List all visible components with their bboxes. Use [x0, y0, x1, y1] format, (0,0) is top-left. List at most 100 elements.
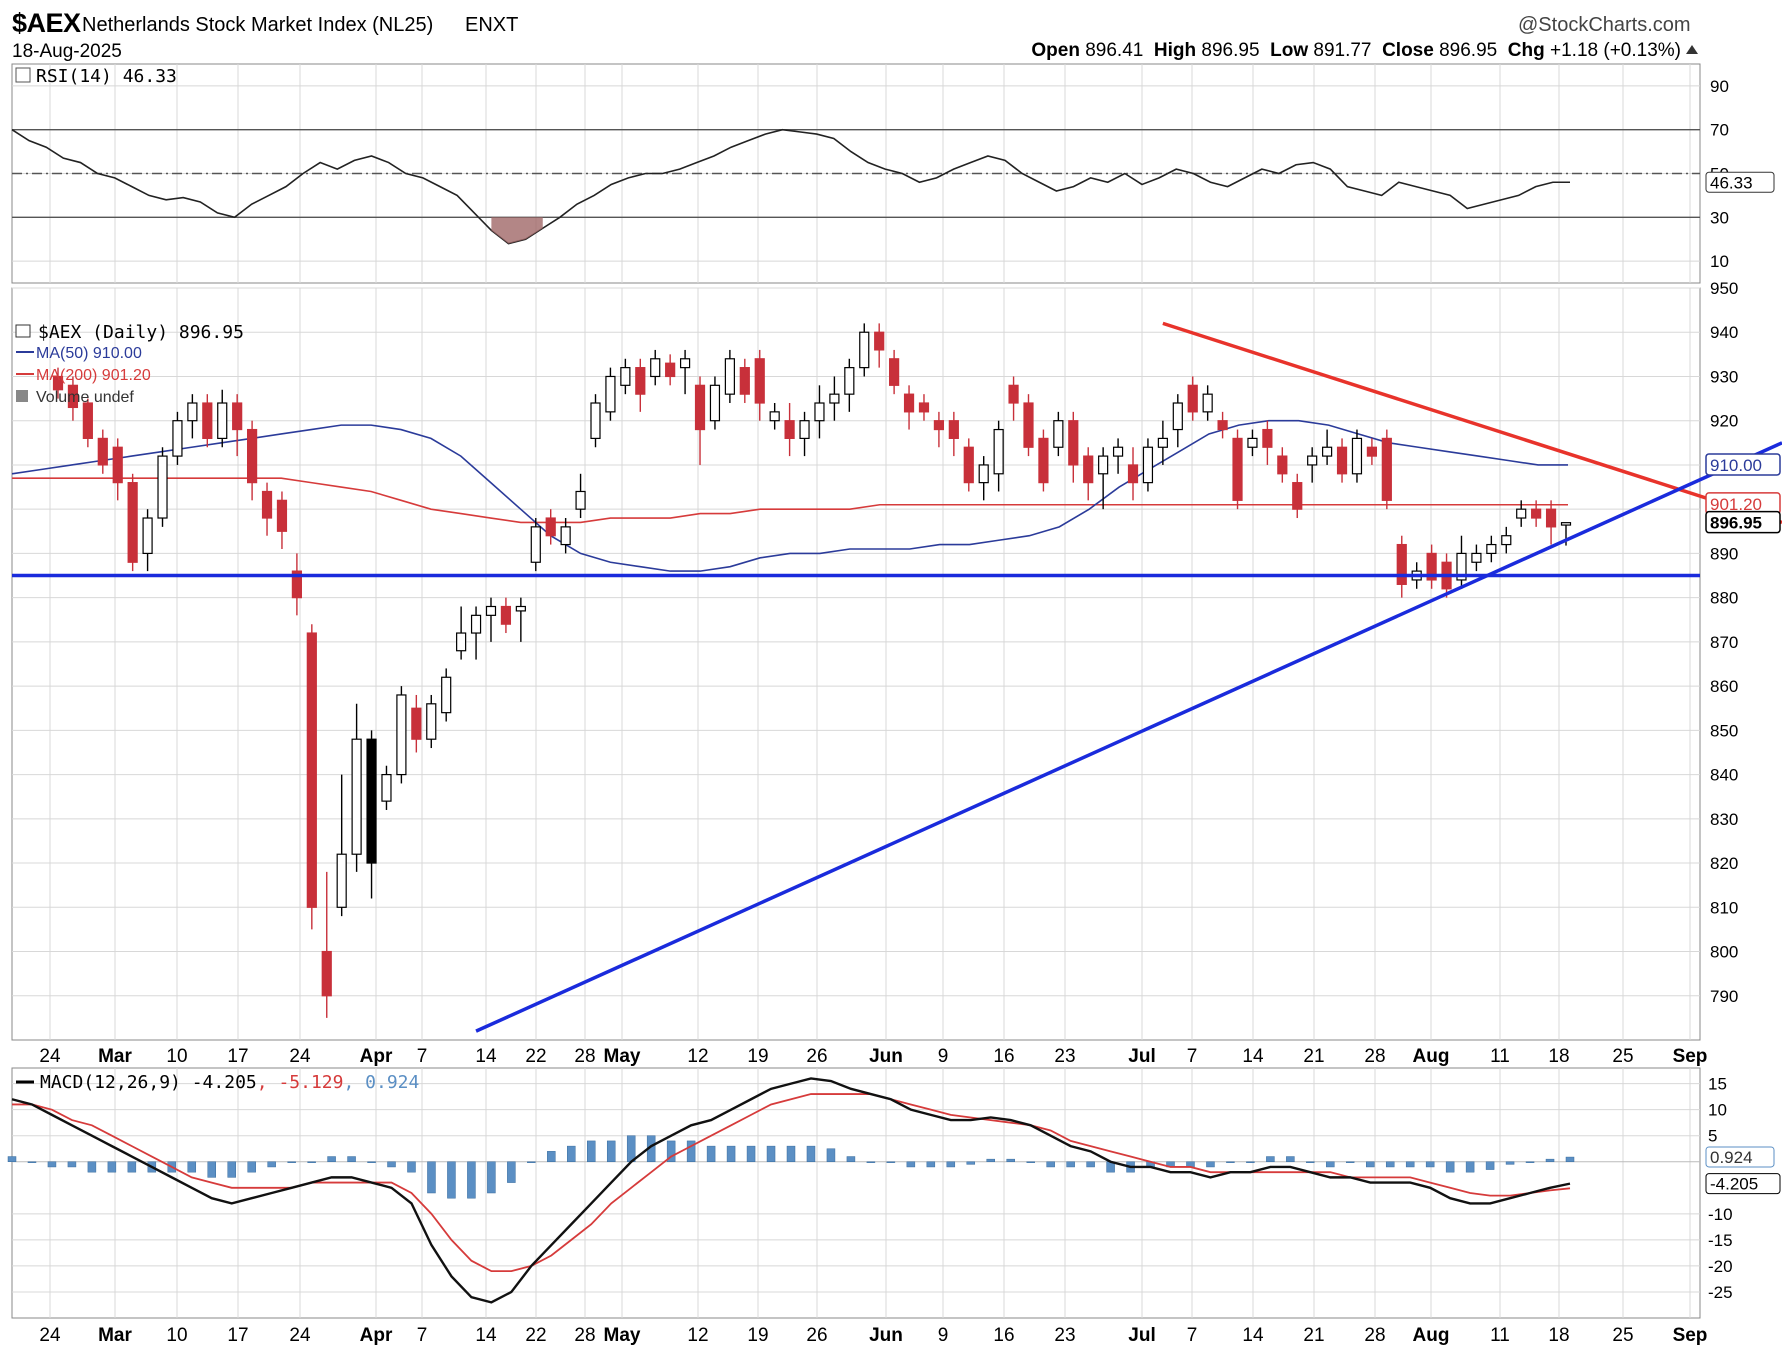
macd-histogram-bar — [367, 1161, 376, 1163]
date-axis-label-bottom: Sep — [1673, 1325, 1708, 1346]
date-axis-label-bottom: 18 — [1548, 1325, 1569, 1346]
candle-body — [679, 358, 691, 369]
rsi-line — [11, 128, 1570, 245]
candle-body — [336, 853, 347, 908]
candle-body — [127, 482, 138, 563]
candle-body — [560, 526, 571, 546]
macd-tick-label: -10 — [1708, 1205, 1733, 1224]
date-axis-label: 14 — [1242, 1046, 1264, 1067]
candle-body — [1456, 552, 1467, 581]
candle-body — [1366, 446, 1378, 457]
candle-body — [500, 605, 512, 625]
macd-histogram-bar — [1545, 1158, 1555, 1163]
candle-body — [1426, 552, 1437, 581]
macd-histogram-bar — [1366, 1161, 1375, 1168]
price-tick-label: 820 — [1710, 854, 1738, 873]
macd-histogram-bar — [187, 1161, 197, 1173]
candle-body — [769, 411, 780, 422]
macd-histogram-bar — [906, 1161, 916, 1168]
candle-body — [799, 420, 810, 439]
macd-histogram-bar — [1086, 1161, 1095, 1168]
macd-histogram-bar — [1006, 1158, 1015, 1163]
date-axis-label: 23 — [1054, 1046, 1075, 1067]
macd-histogram-bar — [826, 1148, 836, 1162]
high-value: 896.95 — [1201, 40, 1260, 61]
date-axis-label-bottom: 19 — [747, 1325, 768, 1346]
candle-body — [187, 402, 198, 422]
candle-body — [1531, 508, 1542, 519]
date-axis-label: 12 — [687, 1046, 708, 1067]
macd-histogram-bar — [407, 1161, 416, 1173]
candle-body — [1322, 446, 1333, 457]
date-axis-label-bottom: 12 — [687, 1325, 708, 1346]
candle-body — [1545, 508, 1557, 528]
date-axis-label-bottom: 9 — [938, 1325, 949, 1346]
ticker-symbol: $AEX — [12, 8, 81, 38]
price-tick-label: 890 — [1710, 544, 1738, 563]
candle-body — [261, 490, 273, 519]
candle-body — [530, 526, 541, 563]
candle-body — [97, 437, 108, 466]
rsi-legend-label: RSI(14) 46.33 — [36, 66, 177, 87]
candle-body — [1516, 508, 1527, 519]
macd-tick-label: -25 — [1708, 1283, 1733, 1302]
date-axis-label-bottom: 16 — [993, 1325, 1014, 1346]
macd-legend-part: -5.129 — [278, 1072, 343, 1093]
price-tick-label: 860 — [1710, 677, 1738, 696]
date-axis-label: 21 — [1303, 1046, 1324, 1067]
candle-body — [605, 375, 616, 413]
candle-body — [1068, 420, 1079, 466]
candle-body — [172, 420, 183, 457]
candle-body — [411, 707, 422, 740]
volume-legend-label: Volume undef — [36, 389, 134, 406]
rsi-tick-label: 70 — [1710, 121, 1729, 140]
macd-histogram-bar — [966, 1161, 976, 1165]
stockcharts-watermark[interactable]: @StockCharts.com — [1518, 14, 1691, 36]
low-value: 891.77 — [1313, 40, 1372, 61]
date-axis-label-bottom: 25 — [1612, 1325, 1633, 1346]
price-tick-label: 920 — [1710, 412, 1738, 431]
candle-body — [1381, 437, 1392, 501]
candle-body — [1202, 393, 1213, 413]
open-value: 896.41 — [1085, 40, 1144, 61]
macd-panel-frame — [11, 1067, 1701, 1319]
date-axis-label-bottom: May — [604, 1325, 641, 1346]
low-label: Low — [1270, 40, 1309, 61]
candle-body — [1127, 464, 1139, 484]
candle-body — [1292, 482, 1303, 510]
macd-histogram-bar — [127, 1161, 137, 1173]
candle-body — [1112, 446, 1124, 457]
macd-tick-label: -20 — [1708, 1257, 1733, 1276]
macd-hist-last-box — [1705, 1146, 1775, 1168]
rsi-legend-icon — [15, 67, 31, 83]
rsi-tick-label: 10 — [1710, 252, 1729, 271]
candle-body — [1351, 437, 1363, 475]
macd-histogram-bar — [287, 1161, 296, 1163]
date-axis-label-bottom: 22 — [525, 1325, 546, 1346]
macd-histogram-bar — [1505, 1161, 1515, 1165]
macd-histogram-bar — [107, 1161, 117, 1173]
macd-histogram-bar — [1046, 1161, 1055, 1168]
candle-body — [1247, 437, 1258, 448]
index-name: Netherlands Stock Market Index (NL25) — [82, 14, 434, 36]
macd-histogram-bar — [467, 1161, 476, 1199]
macd-histogram-bar — [227, 1161, 236, 1178]
date-axis-label: Mar — [98, 1046, 132, 1067]
candle-body — [485, 605, 497, 616]
candle-body — [1560, 522, 1572, 526]
candle-body — [993, 428, 1004, 475]
date-axis-label-bottom: 26 — [806, 1325, 827, 1346]
macd-legend-part: , — [343, 1072, 365, 1093]
macd-histogram-bar — [1266, 1156, 1275, 1162]
macd-histogram-bar — [527, 1161, 536, 1163]
candle-body — [67, 384, 79, 409]
candle-body — [321, 950, 332, 997]
candle-body — [1008, 384, 1019, 404]
ma50-legend-label: MA(50) 910.00 — [36, 345, 142, 362]
macd-histogram-bar — [846, 1156, 856, 1162]
rsi-tick-label: 30 — [1710, 208, 1729, 227]
rsi-tick-label: 90 — [1710, 77, 1729, 96]
candle-body — [456, 632, 467, 652]
date-axis-label-bottom: 28 — [574, 1325, 595, 1346]
